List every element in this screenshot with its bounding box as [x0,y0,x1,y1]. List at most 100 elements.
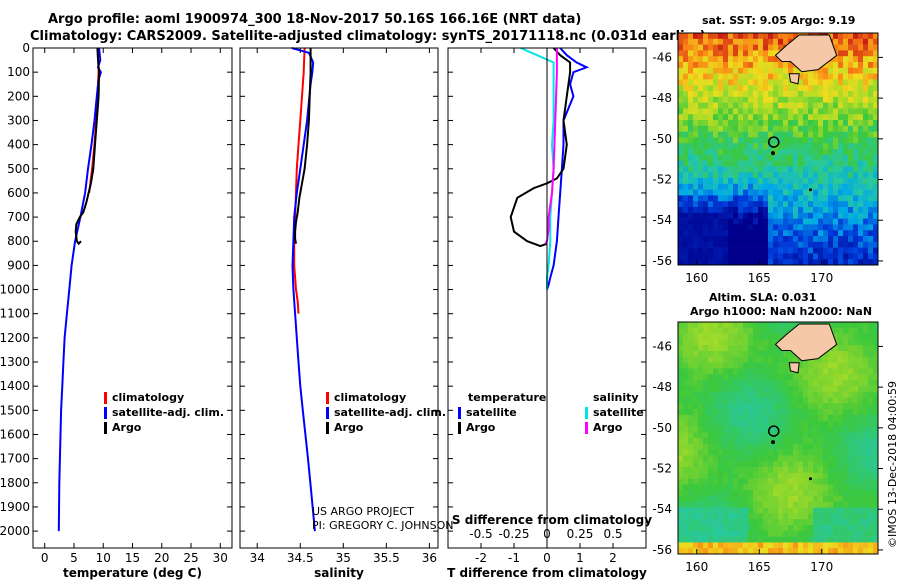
series-difference-salinity-satellite [520,47,555,290]
depth-tick-label: 1900 [0,500,30,514]
figure-title-line2: Climatology: CARS2009. Satellite-adjuste… [30,29,706,44]
temperature-xtick-label: 5 [70,551,78,565]
difference-s-tick-label: -0.25 [498,527,529,541]
difference-xtick-label: 0 [543,551,551,565]
difference-s-tick-label: -0.5 [469,527,492,541]
imos-stamp: ©IMOS 13-Dec-2018 04:00:59 [886,381,899,548]
depth-tick-label: 500 [7,162,30,176]
sst_map-ytick-label: -50 [652,132,672,146]
sla_map-ytick-label: -56 [652,543,672,557]
legend-satellite-swatch [104,406,107,419]
legend-climatology-swatch [104,391,107,404]
difference-xtick-label: 1 [576,551,584,565]
legend-temp-satellite-swatch [458,406,461,419]
difference-s-axis-label: S difference from climatology [452,513,652,527]
difference-s-tick-label: 0.5 [603,527,622,541]
temperature-xtick-label: 10 [96,551,111,565]
legend-temp-argo-swatch [458,421,461,434]
legend-satellite: satellite-adj. clim. [104,405,224,420]
sla_map-xtick-label: 160 [685,560,708,574]
sst_map-xtick-label: 165 [748,271,771,285]
credit-pi: PI: GREGORY C. JOHNSON [312,519,454,532]
legend-sal-satellite-label: satellite [593,406,644,419]
depth-tick-label: 900 [7,258,30,272]
sst_map-ytick-label: -52 [652,173,672,187]
series-salinity-satellite-adj-clim- [291,47,316,532]
legend-argo-label: Argo [334,421,364,434]
difference-xtick-label: -2 [475,551,487,565]
depth-tick-label: 1500 [0,403,30,417]
series-difference-temperature-argo [509,47,572,248]
difference-xlabel: T difference from climatology [447,566,647,580]
legend-argo: Argo [326,420,446,435]
sst_map-xtick-label: 170 [810,271,833,285]
temperature-plot-frame [32,47,233,549]
legend-sal-argo: Argo [585,420,644,435]
legend-sal-satellite-swatch [585,406,588,419]
sla_map-island [788,362,800,374]
legend-argo-swatch [104,421,107,434]
sst_map-frame [677,32,879,266]
sst_map-ytick-label: -56 [652,254,672,268]
temperature-legend: climatology satellite-adj. clim. Argo [104,390,224,435]
salinity-legend: climatology satellite-adj. clim. Argo [326,390,446,435]
sla_map-land [774,323,838,362]
legend-climatology: climatology [326,390,446,405]
temperature-xtick-label: 30 [213,551,228,565]
depth-tick-label: 100 [7,65,30,79]
sla-map-title: Altim. SLA: 0.031 [709,291,817,304]
temperature-xtick-label: 20 [154,551,169,565]
sst_map-island [788,73,800,85]
legend-temp-argo: Argo [458,420,546,435]
sst_map-island-dot [809,188,812,192]
sst_map-float-marker [768,136,780,148]
legend-temp-argo-label: Argo [466,421,496,434]
depth-tick-label: 1400 [0,379,30,393]
credit-project: US ARGO PROJECT [312,505,414,518]
sst_map-land [774,34,838,73]
sst_map-xtick-label: 160 [685,271,708,285]
difference-s-tick-label: 0 [543,527,551,541]
legend-satellite: satellite-adj. clim. [326,405,446,420]
sla_map-ytick-label: -50 [652,421,672,435]
legend-climatology-label: climatology [112,391,185,404]
sla_map-ytick-label: -54 [652,502,672,516]
legend-satellite-label: satellite-adj. clim. [334,406,447,419]
depth-tick-label: 700 [7,210,30,224]
depth-tick-label: 800 [7,234,30,248]
depth-tick-label: 1700 [0,452,30,466]
legend-sal-satellite: satellite [585,405,644,420]
argo-h-title: Argo h1000: NaN h2000: NaN [690,305,873,318]
depth-tick-label: 1600 [0,427,30,441]
salinity-xlabel: salinity [314,566,364,580]
sla_map-island-dot [809,477,812,481]
sst_map-ytick-label: -54 [652,213,672,227]
difference-s-tick-label: 0.25 [567,527,594,541]
series-salinity-argo [294,48,312,244]
sst_map-grid [678,33,879,266]
difference-xtick-label: 2 [609,551,617,565]
sla_map-ytick-label: -48 [652,380,672,394]
salinity-xtick-label: 35 [336,551,351,565]
temperature-xtick-label: 25 [183,551,198,565]
depth-tick-label: 1100 [0,307,30,321]
legend-satellite-label: satellite-adj. clim. [112,406,225,419]
difference-salinity-legend: salinity satellite Argo [585,390,644,435]
sst_map-island-dot [771,151,775,156]
sla_map-float-marker [768,425,780,437]
legend-salinity-title: salinity [593,391,639,404]
legend-argo-swatch [326,421,329,434]
legend-sal-argo-label: Argo [593,421,623,434]
depth-tick-label: 2000 [0,524,30,538]
sla_map-xtick-label: 170 [810,560,833,574]
temperature-xlabel: temperature (deg C) [63,566,202,580]
series-temperature-argo [74,47,101,246]
depth-tick-label: 1800 [0,476,30,490]
salinity-xtick-label: 34.5 [287,551,314,565]
legend-climatology-label: climatology [334,391,407,404]
salinity-xtick-label: 34 [250,551,265,565]
sla_map-ytick-label: -52 [652,462,672,476]
legend-argo: Argo [104,420,224,435]
